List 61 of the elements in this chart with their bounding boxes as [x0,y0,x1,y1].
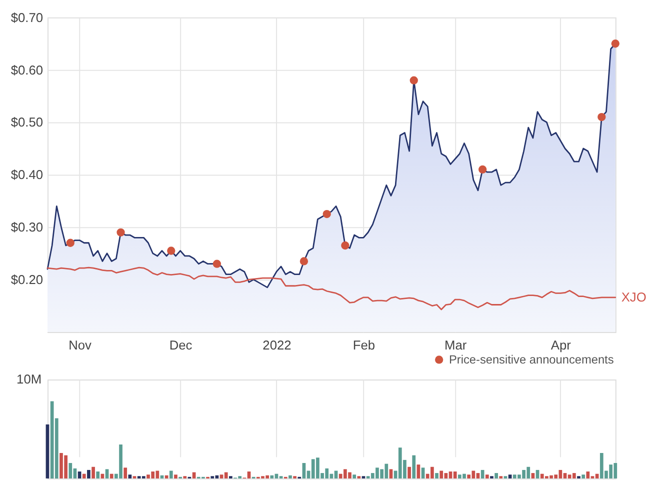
bar [494,473,498,478]
point [167,246,176,255]
y-tick-label: $0.70 [10,10,44,25]
bar [531,473,535,478]
bar [412,455,416,478]
line-series [46,266,616,310]
bar [110,474,114,478]
series-label: XJO [621,289,646,304]
bar [440,470,444,478]
point [300,257,308,266]
bar [408,466,411,478]
bar [508,474,512,478]
bar [105,469,109,478]
y-tick-label: $0.60 [10,62,44,78]
bar [435,473,438,478]
bar [68,463,72,478]
bar [224,472,228,478]
y-tick-label: $0.50 [10,114,44,130]
y-tick-label: $0.20 [10,272,44,288]
bar [174,474,178,478]
bar [485,474,489,478]
bar [586,472,590,478]
x-tick-label: Nov [68,337,92,352]
x-tick-label: Mar [444,337,468,352]
bar [453,472,457,478]
bar [82,474,86,478]
y-tick-label: $0.40 [10,167,44,182]
point [66,238,74,247]
bar [128,474,132,478]
bar [92,466,95,478]
bar [421,468,425,478]
point [322,210,331,218]
x-tick-label: 2022 [262,337,292,352]
bar [288,475,292,478]
bar [416,464,420,478]
bar [352,474,356,478]
x-tick-label: Dec [169,337,193,352]
bar [78,472,82,478]
bar [334,470,338,478]
point [598,112,606,122]
point [410,76,418,84]
point [116,228,125,236]
bar [169,470,173,478]
bar [389,469,393,478]
text: 10M [16,371,42,386]
bar [480,470,484,478]
bar [96,472,100,478]
point [611,40,620,48]
x-tick-label: Feb [352,337,376,352]
bar [124,468,128,478]
point [341,241,350,250]
legend-label: Price-sensitive announcements [448,352,614,367]
y-tick-label: $0.30 [10,220,44,235]
x-tick-label: Apr [550,337,572,352]
point [478,165,487,174]
bar [572,473,576,478]
bar [582,474,586,478]
bar [87,470,90,478]
point [212,260,222,268]
bar [467,474,471,478]
bar [270,475,274,478]
